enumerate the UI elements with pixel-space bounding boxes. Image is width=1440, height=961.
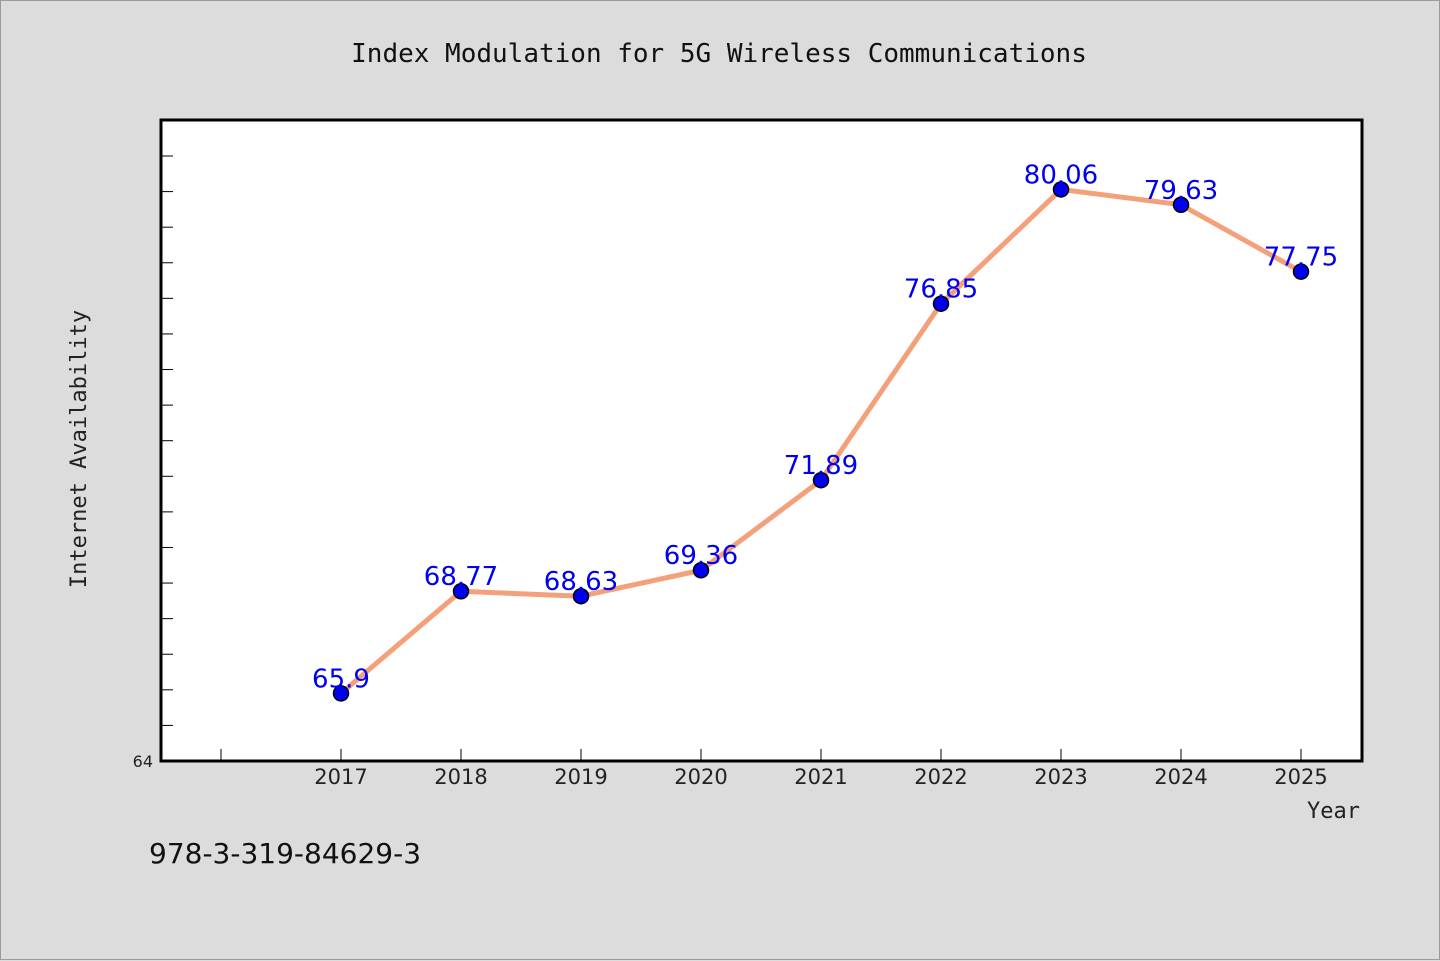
x-tick-label: 2023: [1034, 765, 1087, 789]
data-label: 65.9: [312, 664, 370, 694]
x-tick-label: 2021: [794, 765, 847, 789]
data-label: 79.63: [1144, 176, 1218, 206]
chart-title: Index Modulation for 5G Wireless Communi…: [351, 39, 1087, 69]
data-point: [1172, 196, 1190, 214]
y-tick-label: 64: [133, 752, 153, 771]
plot-area: [161, 120, 1362, 761]
data-point: [332, 685, 350, 702]
data-label: 71.89: [784, 451, 858, 481]
data-point: [572, 587, 590, 605]
x-tick-label: 2020: [674, 765, 727, 789]
data-label: 68.77: [424, 562, 498, 592]
data-point: [1292, 263, 1310, 280]
y-axis-ticks: 64: [133, 155, 173, 771]
data-point: [1052, 181, 1070, 198]
data-point: [932, 295, 950, 312]
x-axis-label: Year: [1307, 799, 1360, 824]
series-layer: [332, 181, 1310, 702]
x-tick-label: 2018: [434, 765, 487, 789]
y-axis-label: Internet Availability: [67, 310, 92, 588]
data-point: [692, 561, 710, 579]
data-point: [812, 471, 830, 489]
x-tick-label: 2017: [314, 765, 367, 789]
isbn-footnote: 978-3-319-84629-3: [149, 837, 421, 870]
data-labels-layer: 65.9 68.77 68.63 69.36 71.89 76.85 80.06 79.63 7…: [312, 160, 1338, 694]
data-label: 77.75: [1264, 243, 1338, 273]
data-point: [452, 582, 470, 600]
data-label: 76.85: [904, 275, 978, 305]
plot-border: [159, 118, 1364, 763]
data-label: 69.36: [664, 541, 738, 571]
data-label: 68.63: [544, 567, 618, 597]
x-tick-label: 2024: [1154, 765, 1207, 789]
x-tick-label: 2025: [1274, 765, 1327, 789]
data-label: 80.06: [1024, 160, 1098, 190]
x-axis-ticks: 2017 2018 2019 2020 2021 2022 2023 2024 2025: [220, 749, 1328, 789]
x-tick-label: 2022: [914, 765, 967, 789]
x-tick-label: 2019: [554, 765, 607, 789]
